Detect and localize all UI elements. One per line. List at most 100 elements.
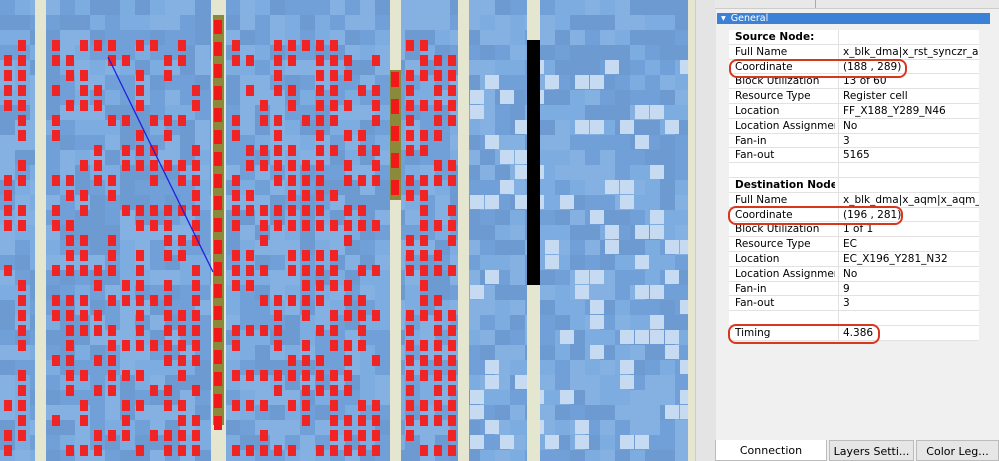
tile (15, 450, 30, 461)
tile (555, 360, 570, 375)
logic-cell (358, 265, 366, 276)
tile (600, 420, 615, 435)
tab[interactable]: Connection Proper... (715, 440, 827, 461)
tile (150, 270, 165, 285)
logic-cell (316, 370, 324, 381)
tile (285, 120, 300, 135)
tile (270, 405, 285, 420)
tile (180, 75, 195, 90)
logic-cell (108, 250, 116, 261)
property-row[interactable]: Coordinate (188 , 289) (729, 59, 979, 75)
property-row[interactable]: Resource Type EC (729, 237, 979, 252)
logic-cell (246, 55, 254, 66)
logic-cell (136, 250, 144, 261)
tile (150, 255, 165, 270)
logic-cell (372, 55, 380, 66)
dsp-cell (391, 126, 399, 141)
logic-cell (420, 445, 428, 456)
tab[interactable]: Color Leg... (916, 440, 999, 461)
tile (240, 15, 255, 30)
logic-cell (420, 295, 428, 306)
tile (600, 0, 615, 15)
logic-cell (192, 220, 200, 231)
property-row[interactable]: Timing 4.386 (729, 326, 979, 341)
logic-cell (434, 370, 442, 381)
property-row[interactable]: Source Node: (729, 30, 979, 45)
property-row[interactable]: Location Assignment No (729, 118, 979, 134)
tile (510, 30, 525, 45)
tile (480, 165, 495, 180)
tile (555, 120, 570, 135)
logic-cell (192, 235, 200, 246)
tile (270, 15, 285, 30)
logic-cell (66, 70, 74, 81)
property-row[interactable]: Full Name x_blk_dma|x_rst_synczr_aqr (729, 44, 979, 60)
property-row[interactable]: Fan-out 5165 (729, 148, 979, 164)
property-row[interactable]: Fan-out 3 (729, 296, 979, 312)
logic-cell (94, 40, 102, 51)
property-row[interactable]: Location Assignment No (729, 266, 979, 282)
tile (330, 165, 345, 180)
tile (675, 195, 690, 210)
tab[interactable]: Layers Setti... (829, 440, 914, 461)
tile-light (665, 270, 679, 284)
tile (300, 90, 315, 105)
tile (165, 30, 180, 45)
tile (615, 300, 630, 315)
logic-cell (372, 265, 380, 276)
logic-cell (274, 325, 282, 336)
tile (675, 75, 690, 90)
tile (225, 150, 240, 165)
top-strip (715, 0, 999, 9)
tile (555, 315, 570, 330)
property-row[interactable]: Coordinate (196 , 281) (729, 207, 979, 223)
logic-cell (122, 115, 130, 126)
tile (555, 90, 570, 105)
section-header[interactable]: ▾ General (717, 13, 990, 24)
tile (660, 255, 675, 270)
tile (375, 15, 390, 30)
logic-cell (18, 205, 26, 216)
tile (300, 135, 315, 150)
tile (645, 390, 660, 405)
tile (555, 135, 570, 150)
tile (645, 450, 660, 461)
tile (435, 15, 450, 30)
property-row[interactable]: Location FF_X188_Y289_N46 (729, 104, 979, 119)
tile (585, 165, 600, 180)
tile (315, 15, 330, 30)
logic-cell (136, 130, 144, 141)
tile (645, 405, 660, 420)
property-row[interactable]: Block Utilization 1 of 1 (729, 222, 979, 238)
logic-cell (136, 70, 144, 81)
logic-cell (122, 55, 130, 66)
logic-cell (420, 340, 428, 351)
property-row[interactable] (729, 163, 979, 178)
logic-cell (52, 115, 60, 126)
logic-cell (274, 70, 282, 81)
scrollbar[interactable] (695, 0, 716, 461)
logic-cell (316, 100, 324, 111)
tile (660, 0, 675, 15)
tile-light (620, 195, 634, 209)
tile (600, 405, 615, 420)
logic-cell (302, 280, 310, 291)
logic-cell (108, 40, 116, 51)
tile (555, 420, 570, 435)
property-row[interactable]: Destination Node: (729, 178, 979, 193)
tile (630, 45, 645, 60)
tile (645, 30, 660, 45)
tile (165, 180, 180, 195)
property-row[interactable]: Resource Type Register cell (729, 89, 979, 104)
logic-cell (316, 445, 324, 456)
logic-cell (406, 85, 414, 96)
tile (570, 345, 585, 360)
logic-cell (420, 145, 428, 156)
tile (540, 210, 555, 225)
property-row[interactable]: Location EC_X196_Y281_N32 (729, 252, 979, 267)
column (390, 0, 401, 461)
tile (420, 15, 435, 30)
property-row[interactable]: Block Utilization 13 of 60 (729, 74, 979, 90)
property-row[interactable]: Fan-in 9 (729, 281, 979, 297)
property-row[interactable]: Fan-in 3 (729, 133, 979, 149)
